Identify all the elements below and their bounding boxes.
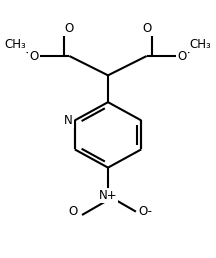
Text: CH₃: CH₃	[5, 38, 27, 51]
Text: O: O	[142, 22, 151, 35]
Text: N: N	[64, 114, 73, 127]
Text: O: O	[177, 50, 187, 62]
Text: CH₃: CH₃	[189, 38, 211, 51]
Text: O: O	[65, 22, 74, 35]
Text: O: O	[29, 50, 39, 62]
Text: N+: N+	[99, 189, 117, 202]
Text: O-: O-	[138, 205, 152, 218]
Text: O: O	[69, 205, 78, 218]
